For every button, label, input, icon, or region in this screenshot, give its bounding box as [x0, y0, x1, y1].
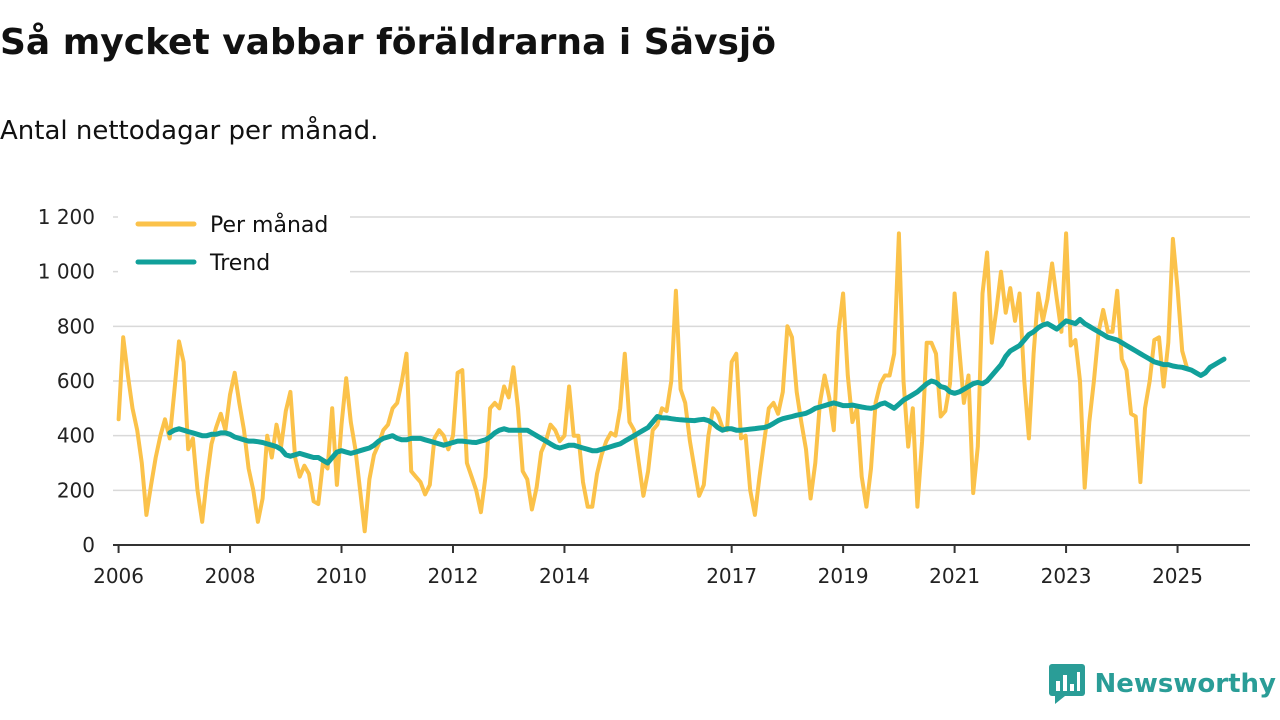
brand-logo[interactable]: Newsworthy: [1048, 664, 1276, 704]
x-tick-label: 2010: [316, 564, 367, 588]
y-tick-label: 600: [57, 369, 95, 393]
x-tick-label: 2008: [205, 564, 256, 588]
y-tick-label: 1 000: [38, 260, 95, 284]
chart-subtitle: Antal nettodagar per månad.: [0, 116, 379, 146]
axes: 0 200 400 600 800 1 000 1 200 2006 2008 2010 2012 2…: [38, 205, 1250, 588]
brand-name: Newsworthy: [1094, 669, 1276, 699]
legend-label-per-manad: Per månad: [210, 212, 328, 238]
x-tick-label: 2025: [1152, 564, 1203, 588]
y-tick-label: 0: [82, 533, 95, 557]
y-tick-label: 200: [57, 478, 95, 502]
legend-label-trend: Trend: [209, 251, 270, 276]
y-tick-label: 400: [57, 424, 95, 448]
chart-title: Så mycket vabbar föräldrarna i Sävsjö: [0, 22, 776, 63]
series-line-trend: [167, 317, 1227, 466]
x-tick-label: 2012: [428, 564, 479, 588]
legend: Per månad Trend: [118, 205, 350, 276]
x-tick-label: 2021: [929, 564, 980, 588]
y-tick-label: 1 200: [38, 205, 95, 229]
bar-chart-speech-icon: [1048, 664, 1085, 704]
series-lines: [116, 231, 1227, 534]
x-tick-label: 2019: [818, 564, 869, 588]
series-line-per-manad: [116, 231, 1189, 534]
x-tick-label: 2023: [1041, 564, 1092, 588]
x-tick-label: 2014: [539, 564, 590, 588]
y-tick-label: 800: [57, 314, 95, 338]
x-tick-label: 2017: [706, 564, 757, 588]
x-tick-label: 2006: [93, 564, 144, 588]
